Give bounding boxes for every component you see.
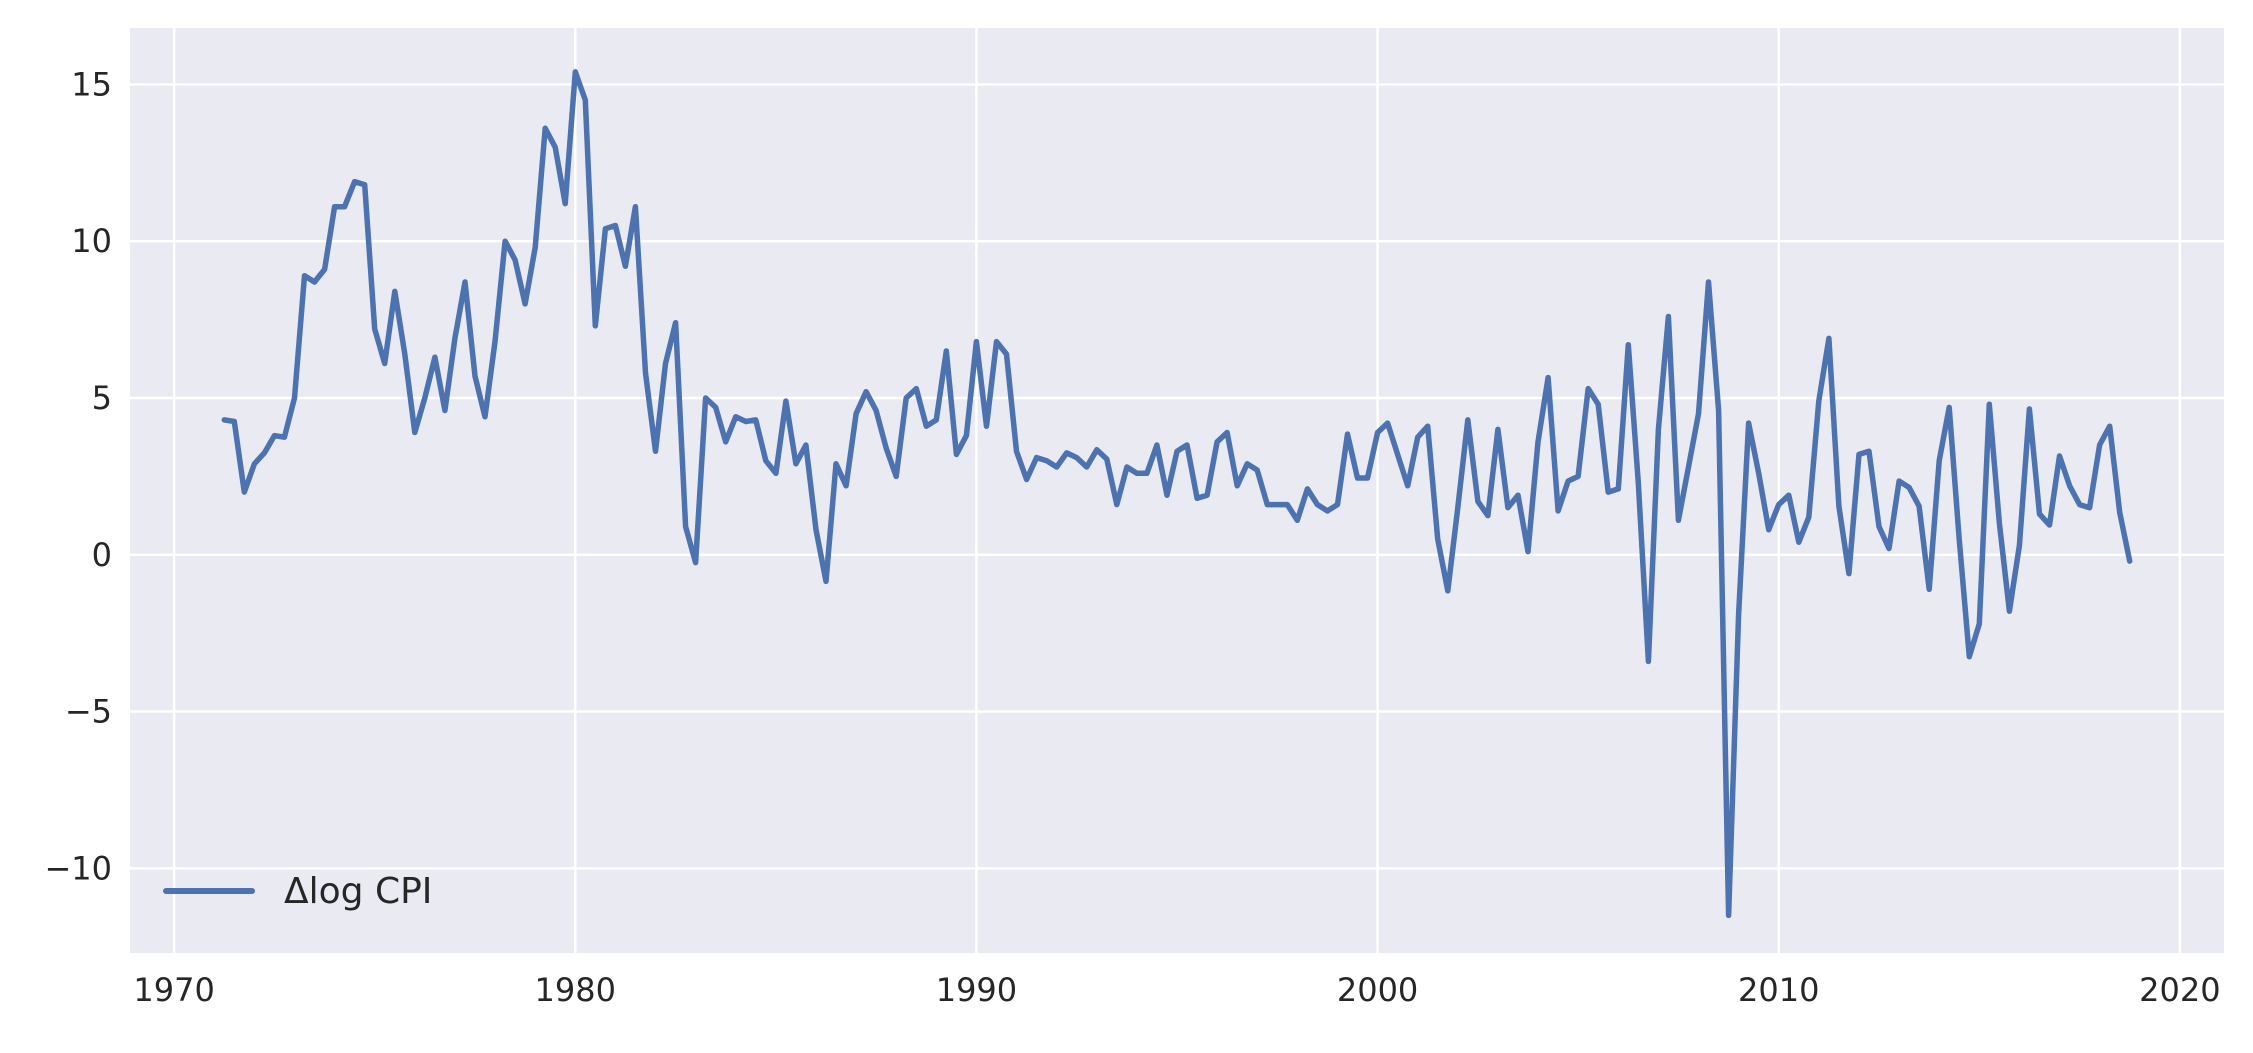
series-layer [221, 69, 2133, 919]
legend: Δlog CPI [163, 871, 432, 912]
y-tick-label: −10 [44, 849, 112, 887]
x-tick-labels: 1970 1980 1990 2000 2010 2020 [133, 971, 2220, 1009]
y-tick-label: 5 [92, 379, 112, 417]
x-tick-label: 2010 [1738, 971, 1819, 1009]
y-tick-label: −5 [65, 693, 112, 731]
y-tick-label: 15 [71, 65, 112, 103]
x-tick-label: 1970 [133, 971, 214, 1009]
legend-label: Δlog CPI [284, 871, 432, 912]
x-gridlines [172, 28, 2182, 953]
x-tick-label: 1990 [936, 971, 1017, 1009]
y-tick-label: 0 [92, 536, 112, 574]
x-tick-label: 2020 [2139, 971, 2220, 1009]
x-tick-label: 2000 [1337, 971, 1418, 1009]
y-tick-labels: −10 −5 0 5 10 15 [44, 65, 112, 887]
y-tick-label: 10 [71, 222, 112, 260]
series-line-dlog-cpi [221, 69, 2133, 919]
x-tick-label: 1980 [535, 971, 616, 1009]
